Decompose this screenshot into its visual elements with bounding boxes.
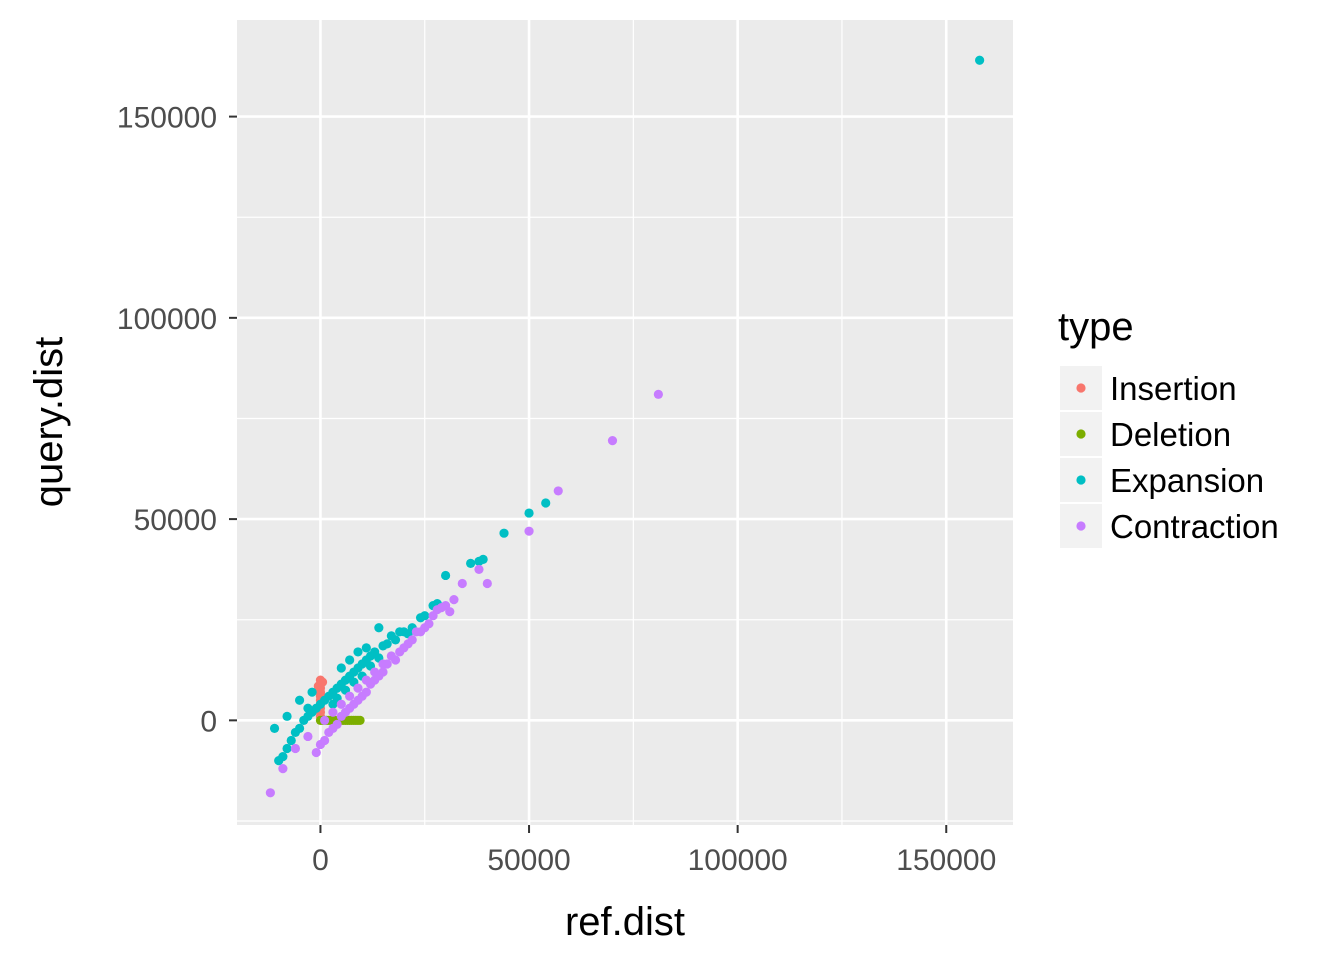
data-point — [328, 707, 338, 717]
data-point — [361, 643, 371, 653]
x-tick-label: 0 — [312, 844, 329, 877]
data-point — [336, 663, 346, 673]
y-axis: 0 50000 100000 150000 — [117, 102, 237, 738]
data-point — [607, 436, 618, 446]
data-point — [353, 647, 363, 657]
data-point — [303, 703, 313, 713]
data-point — [345, 655, 355, 665]
data-point — [269, 723, 280, 734]
data-point — [499, 528, 509, 538]
data-point — [378, 641, 388, 651]
data-point — [386, 631, 396, 641]
legend-marker — [1076, 475, 1086, 485]
data-point — [424, 619, 434, 629]
legend-item-deletion: Deletion — [1060, 412, 1231, 456]
data-point — [315, 739, 326, 750]
data-point — [278, 764, 288, 774]
major-gridlines — [237, 20, 1013, 825]
legend-item-contraction: Contraction — [1060, 504, 1279, 548]
x-axis-title: ref.dist — [565, 900, 685, 944]
data-point — [474, 556, 484, 566]
data-point — [374, 623, 384, 633]
y-tick-label: 50000 — [134, 504, 217, 537]
data-point — [324, 727, 334, 738]
data-point — [290, 743, 301, 754]
data-point — [482, 578, 492, 589]
data-point — [466, 558, 476, 568]
data-point — [274, 756, 284, 766]
data-point — [345, 691, 355, 701]
legend-marker — [1076, 383, 1086, 393]
legend-item-expansion: Expansion — [1060, 458, 1264, 502]
data-point — [386, 651, 396, 661]
data-point — [541, 498, 551, 508]
data-point — [428, 611, 438, 621]
legend-label: Insertion — [1110, 370, 1237, 407]
data-point — [336, 699, 346, 709]
data-point — [311, 747, 321, 758]
legend-title: type — [1058, 305, 1134, 349]
data-point — [441, 570, 451, 581]
x-tick-label: 100000 — [688, 844, 788, 877]
data-point — [282, 711, 292, 721]
data-point — [294, 695, 305, 705]
y-tick-label: 100000 — [117, 303, 217, 336]
data-point — [449, 595, 459, 605]
data-point — [370, 667, 380, 677]
data-point — [265, 788, 275, 798]
data-point — [286, 735, 296, 746]
data-point — [299, 715, 309, 725]
data-point — [457, 578, 467, 589]
y-axis-title: query.dist — [27, 337, 71, 507]
data-point — [441, 601, 451, 611]
data-point — [336, 711, 346, 721]
x-tick-label: 50000 — [487, 844, 570, 877]
data-point — [653, 389, 663, 399]
data-point — [290, 727, 301, 738]
data-point — [415, 627, 426, 637]
data-point — [378, 659, 388, 669]
data-point — [524, 508, 534, 518]
data-point — [303, 731, 313, 742]
data-point — [524, 526, 534, 536]
data-point — [282, 743, 292, 754]
data-point — [353, 683, 363, 693]
y-tick-label: 150000 — [117, 102, 217, 135]
data-points — [265, 55, 985, 798]
series-expansion — [269, 55, 985, 766]
series-contraction — [265, 389, 663, 798]
legend-marker — [1076, 429, 1086, 439]
legend-label: Expansion — [1110, 462, 1264, 499]
legend-label: Deletion — [1110, 416, 1231, 453]
legend: type Insertion Deletion Expansion Contracti… — [1058, 305, 1279, 548]
data-point — [317, 677, 328, 687]
legend-marker — [1076, 521, 1086, 531]
data-point — [975, 55, 985, 65]
y-tick-label: 0 — [200, 705, 217, 738]
data-point — [553, 486, 563, 496]
data-point — [307, 687, 317, 697]
legend-label: Contraction — [1110, 508, 1279, 545]
data-point — [361, 675, 371, 685]
x-axis: 0 50000 100000 150000 — [312, 825, 996, 877]
x-tick-label: 150000 — [896, 844, 996, 877]
data-point — [415, 613, 426, 623]
data-point — [474, 564, 484, 575]
data-point — [395, 627, 405, 637]
data-point — [320, 715, 330, 725]
minor-gridlines — [237, 20, 1013, 825]
series-deletion — [315, 715, 365, 725]
legend-item-insertion: Insertion — [1060, 366, 1237, 410]
data-point — [355, 715, 365, 725]
data-point — [399, 643, 409, 653]
data-point — [407, 635, 417, 645]
